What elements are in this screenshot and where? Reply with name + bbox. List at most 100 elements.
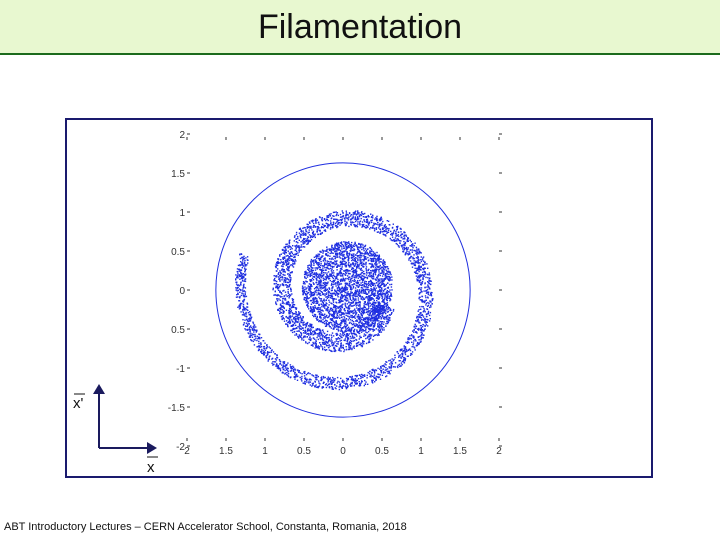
particle-point bbox=[359, 284, 361, 286]
particle-point bbox=[338, 287, 341, 289]
particle-point bbox=[324, 286, 327, 288]
particle-point bbox=[285, 364, 287, 366]
particle-point bbox=[427, 304, 430, 307]
particle-point bbox=[364, 303, 366, 305]
particle-point bbox=[326, 223, 329, 225]
particle-point bbox=[318, 259, 321, 262]
particle-point bbox=[286, 286, 288, 288]
particle-point bbox=[325, 325, 328, 327]
particle-point bbox=[368, 298, 370, 300]
particle-point bbox=[367, 324, 369, 326]
particle-point bbox=[274, 358, 277, 360]
particle-point bbox=[363, 303, 365, 305]
particle-point bbox=[378, 224, 381, 226]
particle-point bbox=[316, 316, 318, 318]
particle-point bbox=[372, 379, 374, 382]
particle-point bbox=[276, 298, 279, 300]
particle-point bbox=[305, 341, 307, 343]
particle-point bbox=[313, 273, 316, 275]
particle-point bbox=[373, 320, 375, 322]
particle-point bbox=[336, 294, 339, 296]
particle-point bbox=[324, 278, 326, 280]
particle-point bbox=[348, 341, 351, 343]
particle-point bbox=[349, 285, 351, 288]
particle-point bbox=[353, 293, 355, 295]
particle-point bbox=[417, 318, 419, 320]
particle-point bbox=[321, 218, 323, 220]
particle-point bbox=[313, 235, 316, 237]
particle-point bbox=[361, 248, 363, 251]
particle-point bbox=[400, 356, 402, 358]
particle-point bbox=[365, 256, 367, 258]
particle-point bbox=[386, 292, 388, 294]
particle-point bbox=[359, 384, 362, 386]
particle-point bbox=[357, 283, 359, 285]
particle-point bbox=[281, 269, 283, 271]
particle-point bbox=[326, 338, 328, 340]
particle-point bbox=[375, 217, 377, 219]
particle-point bbox=[327, 306, 330, 309]
particle-point bbox=[334, 349, 336, 351]
particle-point bbox=[379, 290, 381, 292]
particle-point bbox=[362, 213, 365, 215]
particle-point bbox=[398, 363, 401, 366]
particle-point bbox=[344, 304, 346, 306]
particle-point bbox=[401, 246, 403, 248]
particle-point bbox=[339, 271, 341, 273]
particle-point bbox=[325, 296, 327, 298]
particle-point bbox=[282, 277, 284, 279]
particle-point bbox=[314, 274, 316, 276]
particle-point bbox=[390, 313, 392, 315]
particle-point bbox=[378, 298, 380, 300]
particle-point bbox=[308, 274, 310, 276]
particle-point bbox=[392, 359, 395, 362]
particle-point bbox=[292, 305, 295, 307]
particle-point bbox=[416, 280, 418, 282]
particle-point bbox=[320, 264, 322, 267]
particle-point bbox=[323, 224, 325, 227]
particle-point bbox=[397, 245, 400, 247]
particle-point bbox=[352, 272, 355, 274]
particle-point bbox=[330, 338, 333, 340]
particle-point bbox=[315, 339, 317, 341]
particle-point bbox=[371, 260, 374, 262]
particle-point bbox=[333, 325, 336, 328]
particle-point bbox=[418, 250, 421, 253]
particle-point bbox=[417, 310, 419, 312]
particle-point bbox=[371, 219, 373, 221]
particle-point bbox=[378, 294, 380, 296]
particle-point bbox=[331, 382, 333, 384]
particle-point bbox=[287, 255, 289, 257]
particle-point bbox=[340, 243, 343, 245]
particle-point bbox=[330, 385, 333, 388]
particle-point bbox=[345, 318, 348, 320]
particle-point bbox=[418, 262, 420, 264]
particle-point bbox=[370, 255, 373, 257]
particle-point bbox=[278, 294, 280, 297]
particle-point bbox=[305, 297, 307, 299]
particle-point bbox=[292, 306, 294, 308]
particle-point bbox=[335, 340, 338, 342]
particle-point bbox=[255, 326, 257, 328]
particle-point bbox=[322, 335, 324, 337]
particle-point bbox=[319, 281, 322, 284]
particle-point bbox=[298, 321, 300, 323]
particle-point bbox=[340, 314, 342, 316]
particle-point bbox=[377, 373, 379, 375]
particle-point bbox=[356, 285, 358, 287]
particle-point bbox=[283, 318, 285, 320]
particle-point bbox=[313, 292, 315, 294]
particle-point bbox=[350, 314, 352, 317]
particle-point bbox=[326, 345, 328, 347]
particle-point bbox=[284, 299, 286, 301]
particle-point bbox=[238, 284, 240, 286]
particle-point bbox=[341, 329, 343, 332]
particle-point bbox=[322, 284, 324, 287]
particle-point bbox=[379, 223, 382, 225]
particle-point bbox=[320, 319, 322, 321]
particle-point bbox=[383, 269, 386, 271]
particle-point bbox=[243, 296, 245, 298]
particle-point bbox=[366, 289, 369, 291]
particle-point bbox=[301, 373, 303, 375]
particle-point bbox=[387, 287, 389, 289]
